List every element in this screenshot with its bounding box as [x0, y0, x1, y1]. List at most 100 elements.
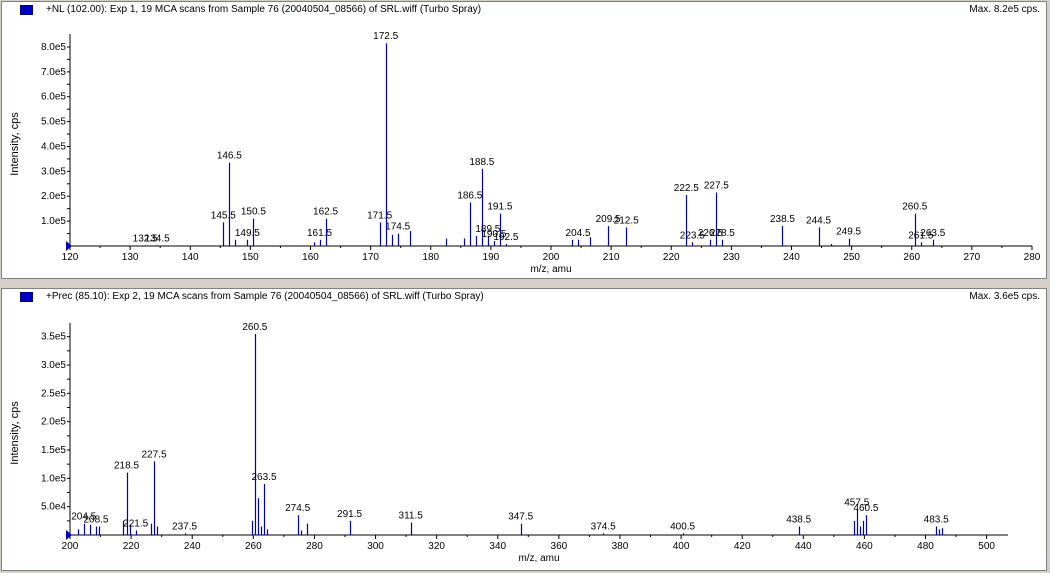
max-intensity-label: Max. 8.2e5 cps.: [969, 4, 1040, 15]
y-tick-label: 7.0e5: [41, 67, 66, 78]
peak-label: 149.5: [235, 228, 260, 239]
x-tick-label: 300: [367, 541, 384, 552]
peak-label: 311.5: [399, 511, 424, 522]
peak-label: 261.5: [908, 230, 933, 241]
x-tick-label: 240: [783, 252, 800, 263]
origin-marker: [66, 530, 72, 540]
y-tick-label: 1.5e5: [41, 445, 66, 456]
x-tick-label: 400: [673, 541, 690, 552]
x-tick-label: 160: [302, 252, 319, 263]
y-tick-label: 8.0e5: [41, 42, 66, 53]
y-tick-label: 5.0e4: [41, 502, 66, 513]
peak-label: 186.5: [457, 190, 482, 201]
peak-label: 172.5: [373, 31, 398, 42]
x-tick-label: 260: [245, 541, 262, 552]
x-axis-label: m/z, amu: [518, 553, 559, 564]
y-tick-label: 5.0e5: [41, 117, 66, 128]
x-tick-label: 440: [795, 541, 812, 552]
y-tick-label: 3.0e5: [41, 360, 66, 371]
peak-label: 260.5: [242, 322, 267, 333]
peak-label: 146.5: [217, 151, 242, 162]
peak-label: 222.5: [674, 183, 699, 194]
spectrum-panel-prec: +Prec (85.10): Exp 2, 19 MCA scans from …: [1, 288, 1047, 571]
x-tick-label: 260: [903, 252, 920, 263]
peak-label: 260.5: [902, 202, 927, 213]
peak-label: 204.5: [566, 228, 591, 239]
peak-label: 209.5: [596, 214, 621, 225]
x-tick-label: 420: [734, 541, 751, 552]
peak-label: 237.5: [172, 521, 197, 532]
peak-label: 227.5: [142, 449, 167, 460]
x-tick-label: 320: [428, 541, 445, 552]
y-axis-label: Intensity, cps: [9, 112, 21, 176]
y-tick-label: 1.0e5: [41, 216, 66, 227]
peak-label: 150.5: [241, 207, 266, 218]
x-tick-label: 220: [663, 252, 680, 263]
x-tick-label: 230: [723, 252, 740, 263]
panel-header: +Prec (85.10): Exp 2, 19 MCA scans from …: [2, 289, 1046, 305]
x-tick-label: 280: [306, 541, 323, 552]
peak-label: 457.5: [844, 498, 869, 509]
peak-label: 227.5: [704, 181, 729, 192]
x-tick-label: 200: [62, 541, 79, 552]
series-color-swatch[interactable]: [20, 5, 33, 15]
peak-label: 192.5: [493, 232, 518, 243]
x-tick-label: 250: [843, 252, 860, 263]
peak-label: 145.5: [211, 210, 236, 221]
y-tick-label: 1.0e5: [41, 473, 66, 484]
peak-label: 460.5: [853, 503, 878, 514]
y-tick-label: 2.5e5: [41, 388, 66, 399]
y-tick-label: 3.0e5: [41, 166, 66, 177]
x-tick-label: 210: [603, 252, 620, 263]
origin-marker: [66, 241, 72, 251]
x-tick-label: 240: [184, 541, 201, 552]
peak-label: 347.5: [508, 512, 533, 523]
series-color-swatch[interactable]: [20, 292, 33, 302]
panel-title: +Prec (85.10): Exp 2, 19 MCA scans from …: [46, 291, 484, 302]
peak-label: 400.5: [670, 521, 695, 532]
x-tick-label: 120: [62, 252, 79, 263]
peak-label: 208.5: [83, 515, 108, 526]
x-tick-label: 150: [242, 252, 259, 263]
x-tick-label: 140: [182, 252, 199, 263]
max-intensity-label: Max. 3.6e5 cps.: [969, 291, 1040, 302]
x-tick-label: 170: [362, 252, 379, 263]
peak-label: 190.5: [481, 229, 506, 240]
panel-title: +NL (102.00): Exp 1, 19 MCA scans from S…: [46, 4, 482, 15]
peak-label: 438.5: [786, 515, 811, 526]
x-tick-label: 340: [489, 541, 506, 552]
peak-label: 244.5: [806, 215, 831, 226]
y-axis-label: Intensity, cps: [9, 401, 21, 465]
spectrum-plot[interactable]: 200 220 240 260 280 300 320 340 360 380 400 420 440 4…: [2, 289, 1046, 570]
peak-label: 226.5: [698, 228, 723, 239]
x-tick-label: 200: [543, 252, 560, 263]
spectrum-plot[interactable]: 120 130 140 150 160 170 180 190 200 210 220 230 240 2…: [2, 2, 1046, 278]
x-tick-label: 130: [122, 252, 139, 263]
y-tick-label: 2.0e5: [41, 417, 66, 428]
peak-label: 134.5: [145, 233, 170, 244]
y-tick-label: 4.0e5: [41, 141, 66, 152]
peak-label: 188.5: [469, 157, 494, 168]
x-tick-label: 380: [612, 541, 629, 552]
x-tick-label: 360: [551, 541, 568, 552]
peak-label: 174.5: [385, 222, 410, 233]
peak-label: 189.5: [475, 224, 500, 235]
peak-label: 249.5: [836, 227, 861, 238]
y-tick-label: 2.0e5: [41, 191, 66, 202]
peak-label: 291.5: [337, 509, 362, 520]
x-tick-label: 460: [856, 541, 873, 552]
peak-label: 228.5: [710, 228, 735, 239]
peak-label: 162.5: [313, 207, 338, 218]
peak-label: 221.5: [123, 518, 148, 529]
x-tick-label: 270: [964, 252, 981, 263]
peak-label: 212.5: [614, 215, 639, 226]
peak-label: 132.5: [133, 233, 158, 244]
y-tick-label: 3.5e5: [41, 332, 66, 343]
x-axis-label: m/z, amu: [530, 264, 571, 275]
peak-label: 204.5: [71, 512, 96, 523]
peak-label: 238.5: [770, 214, 795, 225]
peak-label: 274.5: [285, 503, 310, 514]
x-tick-label: 500: [978, 541, 995, 552]
x-tick-label: 220: [123, 541, 140, 552]
x-tick-label: 280: [1024, 252, 1041, 263]
